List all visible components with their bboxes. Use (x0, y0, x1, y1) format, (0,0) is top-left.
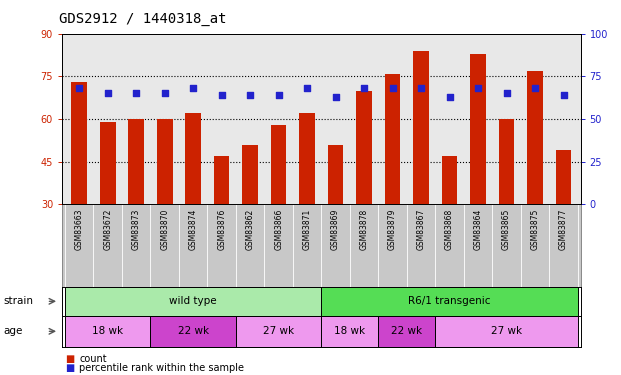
Point (502, 90, 512, 96)
Text: strain: strain (3, 296, 33, 306)
Bar (322, 287, 578, 316)
Bar (65, 316, 150, 347)
Text: GSM83867: GSM83867 (417, 209, 425, 250)
Bar (185, 113, 201, 204)
Bar (129, 119, 144, 204)
Bar (328, 145, 343, 204)
Point (188, 86, 198, 92)
Text: wild type: wild type (170, 296, 217, 306)
Text: 22 wk: 22 wk (178, 326, 209, 336)
Text: GSM83663: GSM83663 (75, 209, 84, 250)
Text: age: age (3, 326, 22, 336)
Point (388, 86, 397, 92)
Bar (71, 82, 87, 204)
Bar (413, 51, 429, 204)
Bar (100, 122, 116, 204)
Point (416, 86, 426, 92)
Bar (299, 113, 315, 204)
Bar (242, 145, 258, 204)
Point (160, 90, 170, 96)
Text: GSM83866: GSM83866 (274, 209, 283, 250)
Text: GSM83862: GSM83862 (246, 209, 255, 250)
Bar (385, 74, 401, 204)
Text: 27 wk: 27 wk (263, 326, 294, 336)
Point (558, 92, 568, 98)
Point (274, 92, 284, 98)
Bar (527, 71, 543, 204)
Text: GSM83879: GSM83879 (388, 209, 397, 250)
Point (131, 90, 141, 96)
Point (302, 86, 312, 92)
Point (530, 86, 540, 92)
Text: percentile rank within the sample: percentile rank within the sample (79, 363, 245, 373)
Text: 22 wk: 22 wk (391, 326, 422, 336)
Point (245, 92, 255, 98)
Bar (271, 125, 286, 204)
Text: GSM83869: GSM83869 (331, 209, 340, 250)
Bar (322, 316, 378, 347)
Bar (556, 150, 571, 204)
Text: 18 wk: 18 wk (334, 326, 365, 336)
Point (75, 86, 84, 92)
Text: ■: ■ (65, 363, 75, 373)
Bar (378, 316, 435, 347)
Text: GSM83877: GSM83877 (559, 209, 568, 250)
Text: 18 wk: 18 wk (92, 326, 123, 336)
Text: count: count (79, 354, 107, 364)
Text: GSM83875: GSM83875 (530, 209, 540, 250)
Text: GSM83874: GSM83874 (189, 209, 197, 250)
Bar (157, 119, 173, 204)
Bar (214, 156, 230, 204)
Text: GSM83873: GSM83873 (132, 209, 141, 250)
Bar (236, 316, 322, 347)
Text: GSM83864: GSM83864 (474, 209, 483, 250)
Point (102, 90, 112, 96)
Point (445, 94, 455, 100)
Text: 27 wk: 27 wk (491, 326, 522, 336)
Bar (435, 316, 578, 347)
Bar (470, 54, 486, 204)
Text: GSM83870: GSM83870 (160, 209, 169, 250)
Text: GDS2912 / 1440318_at: GDS2912 / 1440318_at (59, 12, 227, 26)
Text: GSM83672: GSM83672 (103, 209, 112, 250)
Bar (499, 119, 514, 204)
Bar (356, 91, 372, 204)
Point (217, 92, 227, 98)
Bar (442, 156, 458, 204)
Text: GSM83865: GSM83865 (502, 209, 511, 250)
Text: GSM83871: GSM83871 (302, 209, 312, 250)
Bar (150, 316, 236, 347)
Text: GSM83876: GSM83876 (217, 209, 226, 250)
Point (473, 86, 483, 92)
Text: R6/1 transgenic: R6/1 transgenic (409, 296, 491, 306)
Text: GSM83878: GSM83878 (360, 209, 369, 250)
Bar (65, 287, 322, 316)
Text: ■: ■ (65, 354, 75, 364)
Point (330, 94, 340, 100)
Text: GSM83868: GSM83868 (445, 209, 454, 250)
Point (359, 86, 369, 92)
